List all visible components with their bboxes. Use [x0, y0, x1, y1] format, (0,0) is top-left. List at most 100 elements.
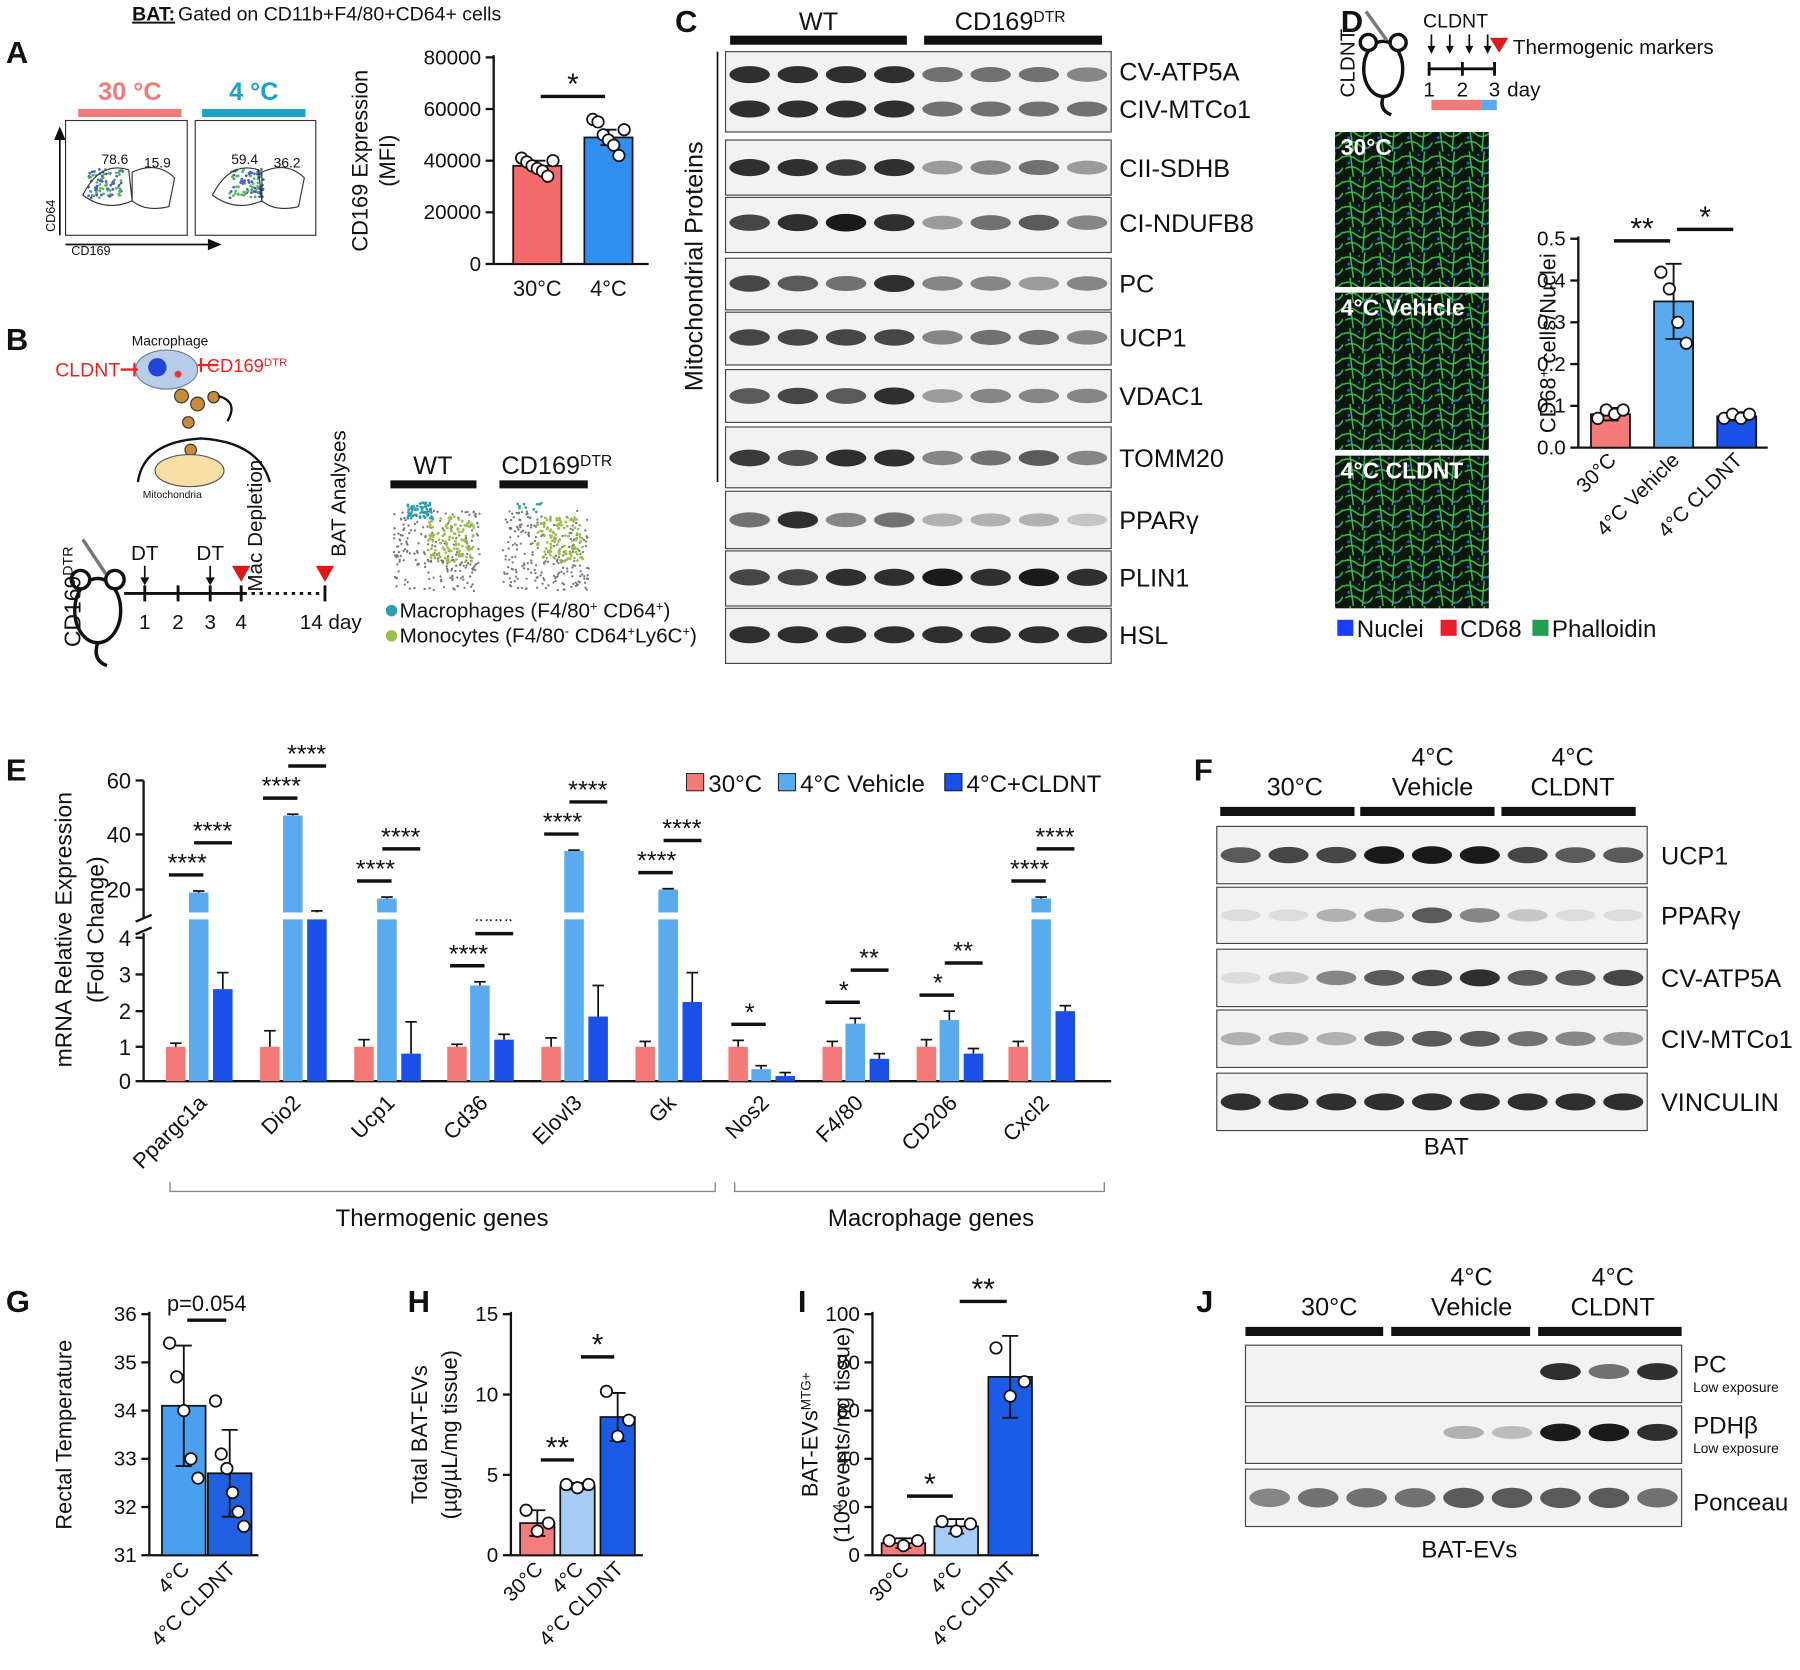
tsne-point — [515, 570, 518, 574]
tsne-point — [454, 569, 457, 573]
significance-label: * — [839, 977, 849, 1005]
flow-event — [98, 189, 102, 193]
tsne-point — [518, 505, 521, 508]
flow-plot — [194, 119, 317, 236]
blot-band — [1507, 909, 1548, 922]
tsne-point — [532, 508, 536, 511]
tsne-point — [563, 534, 567, 537]
data-point — [177, 1404, 191, 1418]
organelle-label: Mitochondria — [143, 490, 202, 501]
day-label: 4 — [235, 611, 246, 634]
tsne-point — [531, 542, 534, 545]
blot-band — [874, 100, 915, 118]
tsne-point — [586, 518, 589, 521]
tsne-point — [541, 555, 545, 559]
tsne-point — [466, 581, 469, 585]
data-point — [231, 1505, 245, 1519]
tsne-point — [439, 517, 443, 520]
significance-label: **** — [262, 773, 301, 801]
tsne-point — [536, 518, 539, 521]
tsne-point — [452, 547, 456, 550]
tsne-point — [444, 524, 448, 528]
blot-band — [1018, 329, 1060, 345]
tsne-point — [584, 529, 587, 532]
tsne-point — [444, 512, 447, 515]
flow-event — [242, 193, 245, 197]
y-tick-label: 0.3 — [1537, 311, 1566, 334]
axis-break-mark — [135, 926, 153, 936]
blot-band — [825, 159, 867, 176]
tsne-point — [535, 586, 539, 589]
bar — [635, 1046, 655, 1082]
tsne-point — [406, 537, 409, 540]
tsne-point — [571, 575, 574, 578]
y-tick-label: 20 — [107, 878, 131, 903]
tsne-point — [578, 549, 581, 552]
tsne-point — [447, 548, 451, 551]
flow-event — [251, 186, 254, 189]
tsne-point — [466, 562, 470, 565]
tsne-point — [520, 586, 524, 590]
flow-event — [109, 183, 113, 187]
protein-label: CI-NDUFB8 — [1119, 210, 1254, 238]
blot-band — [922, 67, 963, 83]
blot-band — [1346, 1488, 1387, 1508]
tsne-point — [539, 574, 542, 577]
y-tick-label: 36 — [114, 1303, 137, 1326]
micrograph-label: 4°C Vehicle — [1341, 295, 1465, 321]
data-point — [607, 138, 621, 152]
tsne-point — [515, 544, 519, 547]
group-label: 4°C — [1450, 1263, 1492, 1291]
tsne-point — [454, 553, 458, 556]
y-tick-label: 80 — [837, 1351, 860, 1374]
flow-event — [261, 187, 265, 191]
tsne-point — [442, 529, 446, 533]
day-label: 14 day — [300, 611, 363, 634]
blot-band — [777, 569, 819, 586]
text-part: ) — [690, 625, 697, 648]
tsne-point — [431, 525, 435, 529]
flow-event — [118, 190, 122, 193]
tsne-point — [504, 554, 507, 558]
legend-swatch — [944, 773, 963, 792]
text-part: ) — [664, 599, 671, 622]
stain-label: Phalloidin — [1552, 616, 1656, 643]
tsne-point — [542, 576, 545, 580]
blot-band — [922, 513, 963, 527]
tsne-point — [584, 544, 588, 548]
blot-band — [1411, 1093, 1453, 1111]
tsne-point — [578, 523, 582, 527]
tsne-point — [443, 532, 446, 536]
tsne-point — [451, 556, 454, 559]
tsne-point — [449, 549, 453, 553]
tsne-point — [508, 558, 511, 561]
significance-label: **** — [381, 823, 420, 851]
blot-band — [922, 568, 963, 587]
tsne-point — [544, 560, 547, 563]
tsne-point — [584, 586, 587, 589]
event-marker — [315, 565, 335, 582]
tsne-point — [413, 586, 416, 590]
bar — [447, 1046, 467, 1082]
tsne-point — [540, 535, 543, 538]
tsne-point — [478, 512, 481, 515]
tsne-point — [552, 544, 556, 548]
blot-band — [1588, 1423, 1630, 1442]
tsne-point — [431, 544, 434, 547]
group-label: 4°C — [1551, 744, 1593, 772]
y-tick-label: 20 — [837, 1496, 860, 1519]
tsne-point — [470, 539, 474, 542]
blot-band — [777, 66, 819, 84]
tsne-point — [581, 545, 584, 549]
tsne-point — [470, 529, 474, 532]
flow-event — [104, 184, 107, 187]
tsne-point — [406, 510, 410, 514]
flow-plot — [65, 119, 188, 236]
blot-band — [1316, 908, 1357, 922]
header: Gated on CD11b+F4/80+CD64+ cells — [178, 4, 501, 26]
tsne-point — [563, 588, 566, 591]
tsne-point — [576, 559, 579, 562]
flow-event — [255, 172, 259, 176]
tsne-point — [575, 532, 579, 535]
data-point — [559, 1477, 573, 1492]
